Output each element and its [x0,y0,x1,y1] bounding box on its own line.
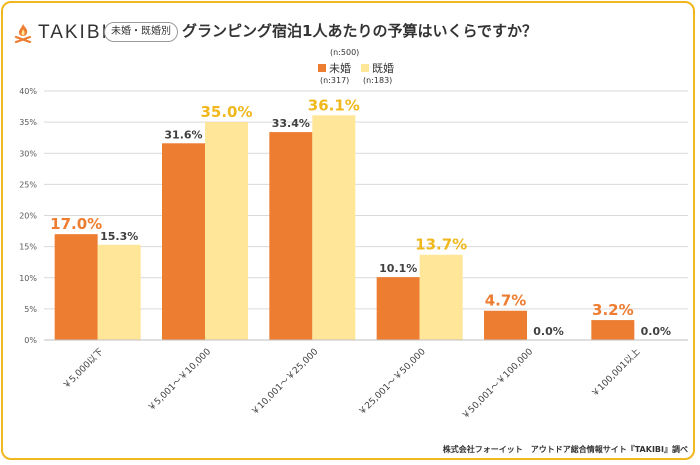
segment-badge: 未婚・既婚別 [104,22,178,42]
data-label: 17.0% [50,215,102,233]
legend-label-unmarried: 未婚 [329,62,351,75]
bar-married [419,254,463,340]
legend-label-married: 既婚 [372,62,394,75]
data-label: 36.1% [308,96,360,114]
x-tick-label: ￥5,001～￥10,000 [146,347,213,414]
bar-married [312,115,356,340]
y-tick-label: 20% [19,212,37,221]
sample-size-total: (n:500) [330,48,360,57]
campfire-icon [14,24,32,43]
data-label: 4.7% [485,292,527,310]
data-label: 31.6% [164,128,202,141]
y-tick-label: 35% [19,118,37,127]
x-tick-label: ￥10,001～￥25,000 [250,347,321,418]
data-label: 15.3% [100,230,138,243]
data-label: 35.0% [200,103,252,121]
x-tick-label: ￥50,001～￥100,000 [460,347,535,422]
brand-name: TAKIBI [38,22,109,43]
bar-unmarried [591,320,635,340]
legend-n-married: (n:183) [363,76,393,85]
source-footer: 株式会社フォーイット アウトドア総合情報サイト『TAKIBI』調べ [442,445,688,454]
y-tick-label: 40% [19,87,37,96]
bar-unmarried [376,277,420,340]
data-label: 13.7% [415,236,467,254]
y-tick-label: 0% [24,336,37,345]
bar-married [205,122,248,340]
x-tick-label: ￥100,001以上 [589,346,642,399]
legend-n-unmarried: (n:317) [320,76,350,85]
y-tick-label: 10% [19,274,37,283]
y-tick-label: 15% [19,243,37,252]
data-label: 33.4% [272,117,310,130]
data-label: 0.0% [533,325,564,338]
legend: 未婚 (n:317) 既婚 (n:183) [318,60,404,85]
x-tick-label: ￥5,000以下 [61,347,105,391]
y-tick-label: 30% [19,149,37,158]
legend-swatch-unmarried [318,64,326,72]
x-tick-label: ￥25,001～￥50,000 [357,347,428,418]
legend-item-unmarried: 未婚 (n:317) [318,60,351,85]
bar-unmarried [162,143,205,340]
data-label: 10.1% [379,262,417,275]
bar-married [97,244,141,340]
y-tick-label: 25% [19,180,37,189]
legend-item-married: 既婚 (n:183) [361,60,394,85]
data-label: 0.0% [641,325,672,338]
takibi-logo: TAKIBI [14,22,109,44]
legend-swatch-married [361,64,369,72]
data-label: 3.2% [592,301,634,319]
y-tick-label: 5% [24,305,37,314]
bar-unmarried [484,310,527,340]
bar-unmarried [269,132,313,340]
bar-unmarried [54,234,98,340]
chart-title: グランピング宿泊1人あたりの予算はいくらですか？ [182,22,537,40]
